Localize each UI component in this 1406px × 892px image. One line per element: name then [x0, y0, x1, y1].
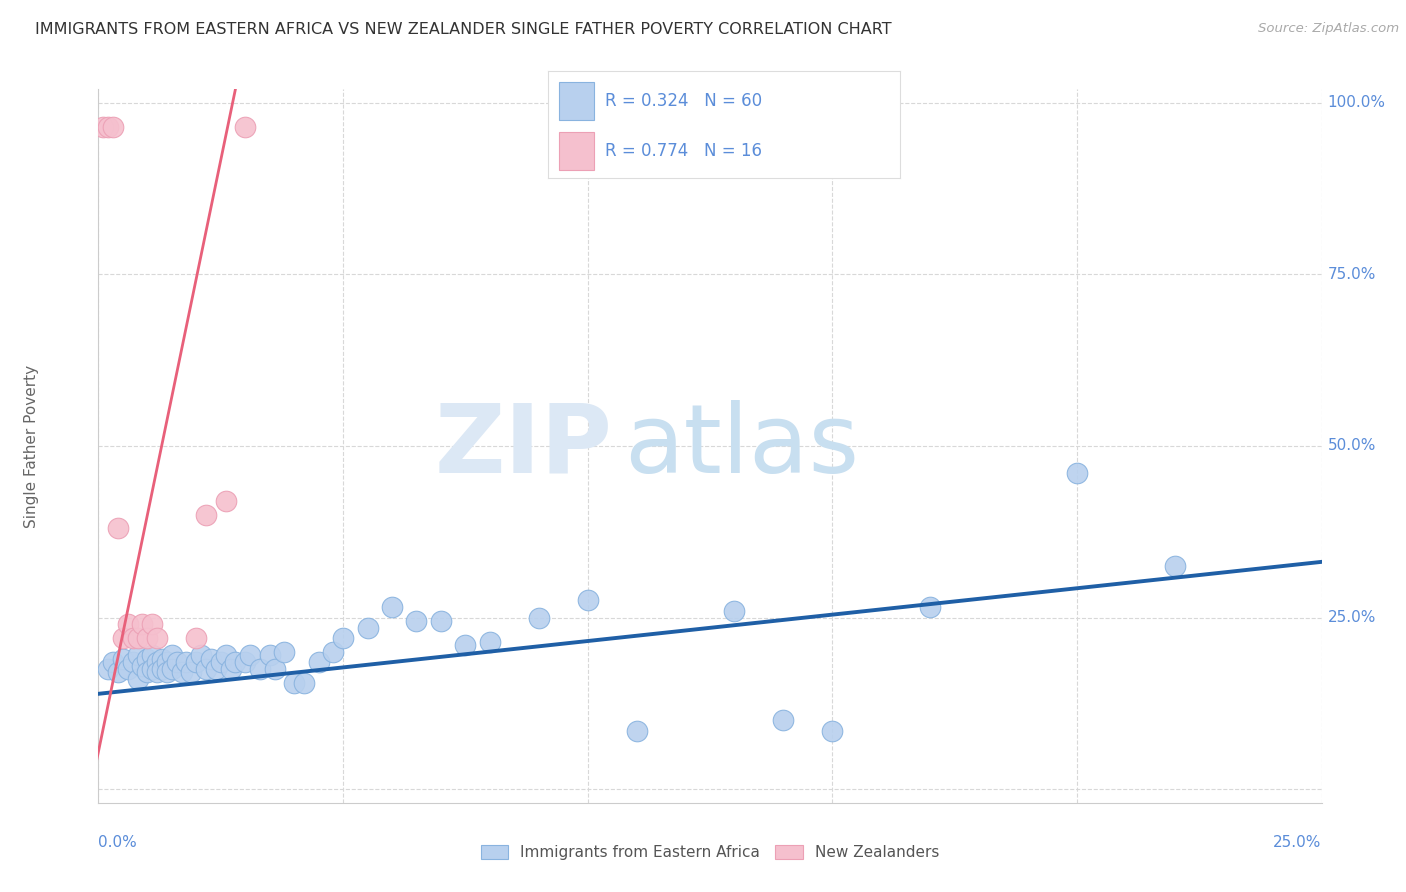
Point	[91, 120, 114, 134]
Point	[180, 665, 202, 680]
Point	[146, 631, 169, 645]
Point	[121, 655, 143, 669]
Text: IMMIGRANTS FROM EASTERN AFRICA VS NEW ZEALANDER SINGLE FATHER POVERTY CORRELATIO: IMMIGRANTS FROM EASTERN AFRICA VS NEW ZE…	[35, 22, 891, 37]
Point	[273, 645, 295, 659]
Point	[97, 120, 120, 134]
Point	[405, 614, 427, 628]
Point	[205, 662, 228, 676]
Point	[141, 662, 163, 676]
Point	[1164, 559, 1187, 574]
Point	[195, 662, 218, 676]
Point	[127, 631, 149, 645]
Point	[136, 631, 159, 645]
Point	[146, 655, 169, 669]
Text: atlas: atlas	[624, 400, 859, 492]
Point	[136, 651, 159, 665]
Point	[219, 662, 242, 676]
Point	[190, 648, 212, 663]
Point	[454, 638, 477, 652]
Point	[478, 634, 501, 648]
Point	[1066, 467, 1088, 481]
Point	[920, 600, 942, 615]
Text: R = 0.774   N = 16: R = 0.774 N = 16	[605, 142, 762, 160]
Point	[233, 120, 256, 134]
Text: 100.0%: 100.0%	[1327, 95, 1386, 111]
Point	[101, 120, 124, 134]
Point	[214, 494, 236, 508]
Point	[150, 651, 173, 665]
Point	[239, 648, 262, 663]
Legend: Immigrants from Eastern Africa, New Zealanders: Immigrants from Eastern Africa, New Zeal…	[474, 839, 946, 866]
Point	[127, 648, 149, 663]
Point	[136, 665, 159, 680]
Point	[156, 665, 179, 680]
Text: R = 0.324   N = 60: R = 0.324 N = 60	[605, 92, 762, 110]
Point	[141, 617, 163, 632]
Point	[821, 723, 844, 738]
Text: 75.0%: 75.0%	[1327, 267, 1376, 282]
FancyBboxPatch shape	[560, 82, 595, 120]
Point	[576, 593, 599, 607]
Text: Source: ZipAtlas.com: Source: ZipAtlas.com	[1258, 22, 1399, 36]
Point	[772, 714, 794, 728]
Point	[141, 648, 163, 663]
Point	[224, 655, 246, 669]
Point	[160, 662, 183, 676]
Text: ZIP: ZIP	[434, 400, 612, 492]
Point	[146, 665, 169, 680]
Point	[176, 655, 198, 669]
Text: 50.0%: 50.0%	[1327, 439, 1376, 453]
Point	[97, 662, 120, 676]
Point	[127, 673, 149, 687]
Point	[233, 655, 256, 669]
Point	[283, 675, 305, 690]
Point	[209, 655, 232, 669]
Point	[263, 662, 285, 676]
Point	[131, 658, 153, 673]
Point	[626, 723, 648, 738]
Point	[156, 655, 179, 669]
Point	[101, 655, 124, 669]
Point	[107, 521, 129, 535]
Point	[131, 617, 153, 632]
Point	[527, 610, 550, 624]
Text: 25.0%: 25.0%	[1327, 610, 1376, 625]
Point	[186, 631, 208, 645]
Text: 25.0%: 25.0%	[1274, 835, 1322, 850]
Point	[430, 614, 453, 628]
Point	[150, 662, 173, 676]
Point	[117, 617, 139, 632]
Point	[381, 600, 404, 615]
Point	[249, 662, 271, 676]
Point	[200, 651, 222, 665]
Point	[332, 631, 354, 645]
Point	[195, 508, 218, 522]
Point	[356, 621, 378, 635]
Text: 0.0%: 0.0%	[98, 835, 138, 850]
Point	[170, 665, 193, 680]
Point	[166, 655, 188, 669]
Point	[107, 665, 129, 680]
Point	[214, 648, 236, 663]
Point	[322, 645, 344, 659]
Point	[111, 651, 134, 665]
Point	[186, 655, 208, 669]
FancyBboxPatch shape	[560, 132, 595, 169]
Point	[121, 631, 143, 645]
Point	[160, 648, 183, 663]
Point	[117, 662, 139, 676]
Point	[723, 604, 745, 618]
Point	[111, 631, 134, 645]
Point	[259, 648, 281, 663]
Text: Single Father Poverty: Single Father Poverty	[24, 365, 38, 527]
Point	[292, 675, 315, 690]
Point	[308, 655, 330, 669]
